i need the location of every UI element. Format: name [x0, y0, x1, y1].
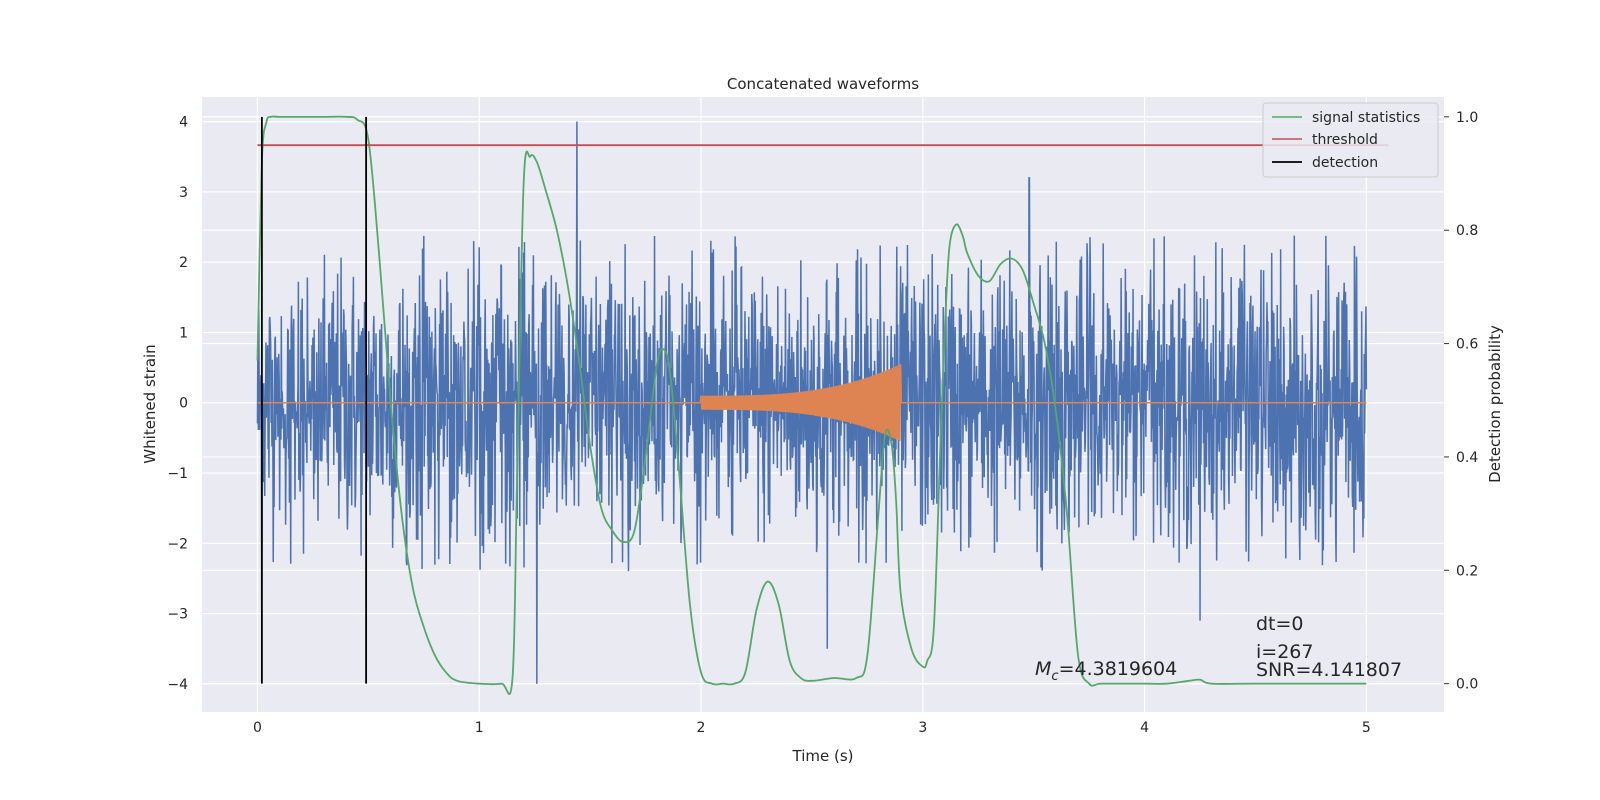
- mc-value: =4.3819604: [1059, 658, 1178, 680]
- y-tick-label: 2: [179, 255, 188, 271]
- y2-tick-label: 0.4: [1456, 450, 1478, 466]
- y-tick-label: −2: [167, 536, 188, 552]
- chart-title: Concatenated waveforms: [727, 75, 919, 93]
- x-tick-label: 0: [253, 720, 262, 736]
- svg-text:Mc=4.3819604: Mc=4.3819604: [1035, 658, 1177, 684]
- mc-symbol: M: [1035, 658, 1051, 680]
- annotation-mc: Mc=4.3819604: [1035, 658, 1177, 684]
- signal-statistics-line: [256, 115, 1367, 695]
- legend-label-detection: detection: [1312, 155, 1378, 171]
- y2-tick-label: 0.2: [1456, 563, 1478, 579]
- legend-box: [1262, 102, 1439, 178]
- x-tick-label: 5: [1362, 720, 1371, 736]
- y-axis-label: Whitened strain: [141, 344, 159, 463]
- x-tick-label: 4: [1140, 720, 1149, 736]
- y-tick-label: −4: [167, 677, 188, 693]
- y-tick-label: −3: [167, 607, 188, 623]
- y-tick-label: 4: [179, 115, 188, 131]
- noise-line: [256, 121, 1368, 684]
- y-tick-label: 1: [179, 325, 188, 341]
- y-tick-label: 3: [179, 185, 188, 201]
- x-tick-label: 3: [918, 720, 927, 736]
- x-axis-label: Time (s): [792, 747, 854, 765]
- y2-tick-label: 1.0: [1456, 110, 1478, 126]
- y2-axis-label: Detection probability: [1486, 325, 1504, 483]
- y2-tick-label: 0.0: [1456, 677, 1478, 693]
- y2-tick-label: 0.8: [1456, 223, 1478, 239]
- annotation-dt: dt=0: [1256, 613, 1304, 635]
- series-injected-waveform: [257, 364, 1367, 442]
- series-signal-statistics: [256, 115, 1367, 695]
- x-tick-label: 1: [475, 720, 484, 736]
- y-tick-label: −1: [167, 466, 188, 482]
- legend: signal statistics threshold detection: [1262, 102, 1439, 178]
- series-layer: [256, 115, 1389, 695]
- y-tick-label: 0: [179, 396, 188, 412]
- x-tick-label: 2: [697, 720, 706, 736]
- y2-tick-label: 0.6: [1456, 337, 1478, 353]
- series-detection: [260, 116, 368, 684]
- axes: 0 1 2 3 4 5 −4 −3 −2 −1 0 1 2 3 4 0.0 0.2 0.4 0.6 0.8 1.0: [167, 110, 1478, 736]
- annotation-i: i=267: [1256, 641, 1313, 663]
- chirp-line: [257, 364, 1367, 442]
- mc-subscript: c: [1051, 669, 1058, 684]
- legend-label-threshold: threshold: [1312, 132, 1378, 148]
- legend-label-signal-statistics: signal statistics: [1312, 110, 1420, 126]
- annotation-snr: SNR=4.141807: [1256, 659, 1402, 681]
- series-whitened-strain: [256, 121, 1368, 684]
